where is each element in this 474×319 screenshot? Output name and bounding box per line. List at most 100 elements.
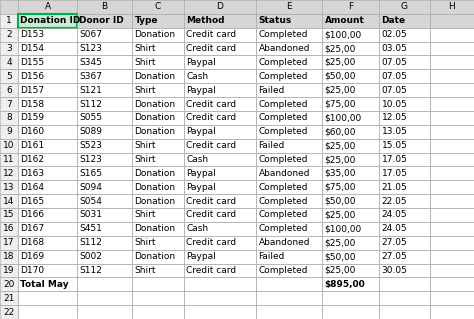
Bar — [256, 83, 322, 97]
Bar — [256, 125, 322, 139]
Bar — [430, 139, 474, 152]
Bar — [18, 139, 77, 152]
Bar — [18, 28, 77, 41]
Bar — [430, 208, 474, 222]
Bar — [0, 222, 18, 236]
Bar — [430, 180, 474, 194]
Bar — [379, 194, 430, 208]
Bar — [379, 69, 430, 83]
Bar — [430, 152, 474, 167]
Bar — [322, 194, 379, 208]
Bar — [132, 194, 184, 208]
Bar — [256, 250, 322, 263]
Text: 11: 11 — [3, 155, 15, 164]
Text: Shirt: Shirt — [135, 211, 156, 219]
Bar — [430, 14, 474, 28]
Bar — [184, 180, 256, 194]
Bar — [77, 305, 132, 319]
Bar — [0, 83, 18, 97]
Bar — [256, 278, 322, 291]
Text: $895,00: $895,00 — [325, 280, 365, 289]
Bar — [18, 305, 77, 319]
Bar — [77, 194, 132, 208]
Text: 8: 8 — [6, 113, 12, 122]
Bar — [77, 69, 132, 83]
Text: D161: D161 — [20, 141, 45, 150]
Bar — [430, 111, 474, 125]
Bar — [256, 111, 322, 125]
Bar — [322, 83, 379, 97]
Bar — [322, 180, 379, 194]
Bar — [379, 0, 430, 14]
Bar — [132, 83, 184, 97]
Bar — [132, 41, 184, 56]
Text: Completed: Completed — [258, 183, 308, 192]
Text: Donation: Donation — [135, 100, 176, 108]
Bar — [132, 208, 184, 222]
Bar — [0, 263, 18, 278]
Bar — [77, 222, 132, 236]
Bar — [256, 291, 322, 305]
Bar — [132, 305, 184, 319]
Bar — [256, 0, 322, 14]
Bar — [430, 305, 474, 319]
Bar — [322, 180, 379, 194]
Bar — [430, 111, 474, 125]
Text: S112: S112 — [80, 238, 102, 247]
Text: D154: D154 — [20, 44, 45, 53]
Text: D169: D169 — [20, 252, 45, 261]
Bar — [322, 41, 379, 56]
Bar — [77, 125, 132, 139]
Bar — [184, 139, 256, 152]
Text: Completed: Completed — [258, 113, 308, 122]
Bar — [256, 194, 322, 208]
Bar — [379, 28, 430, 41]
Bar — [379, 139, 430, 152]
Text: Credit card: Credit card — [186, 197, 237, 206]
Text: Completed: Completed — [258, 30, 308, 39]
Bar — [256, 167, 322, 180]
Bar — [322, 139, 379, 152]
Bar — [0, 263, 18, 278]
Text: Credit card: Credit card — [186, 141, 237, 150]
Bar — [430, 14, 474, 28]
Text: 2: 2 — [6, 30, 12, 39]
Bar — [184, 83, 256, 97]
Bar — [184, 305, 256, 319]
Bar — [184, 139, 256, 152]
Bar — [77, 236, 132, 250]
Bar — [18, 208, 77, 222]
Bar — [18, 28, 77, 41]
Text: Failed: Failed — [258, 252, 285, 261]
Text: Credit card: Credit card — [186, 113, 237, 122]
Bar — [0, 278, 18, 291]
Bar — [184, 194, 256, 208]
Text: 22.05: 22.05 — [382, 197, 407, 206]
Bar — [0, 0, 18, 14]
Bar — [77, 111, 132, 125]
Bar — [430, 97, 474, 111]
Text: $25,00: $25,00 — [325, 141, 356, 150]
Text: 10: 10 — [3, 141, 15, 150]
Text: S094: S094 — [80, 183, 102, 192]
Bar — [0, 41, 18, 56]
Bar — [18, 111, 77, 125]
Text: D159: D159 — [20, 113, 45, 122]
Bar — [0, 69, 18, 83]
Bar — [322, 194, 379, 208]
Text: Shirt: Shirt — [135, 155, 156, 164]
Bar — [256, 97, 322, 111]
Text: H: H — [448, 3, 456, 11]
Bar — [184, 222, 256, 236]
Bar — [18, 14, 77, 28]
Text: 15: 15 — [3, 211, 15, 219]
Bar — [132, 111, 184, 125]
Bar — [322, 69, 379, 83]
Bar — [0, 167, 18, 180]
Text: Shirt: Shirt — [135, 44, 156, 53]
Bar — [184, 41, 256, 56]
Bar — [430, 291, 474, 305]
Bar — [379, 305, 430, 319]
Bar — [132, 97, 184, 111]
Bar — [256, 28, 322, 41]
